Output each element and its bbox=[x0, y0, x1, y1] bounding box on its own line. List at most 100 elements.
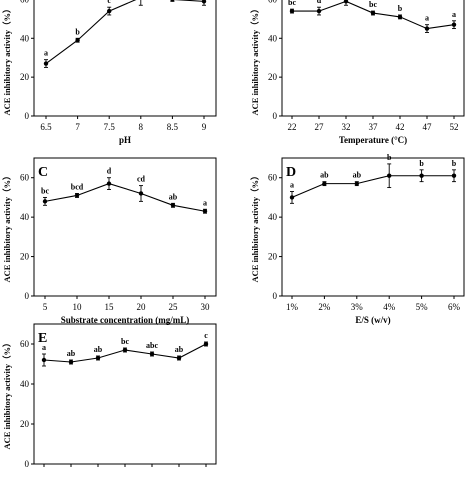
y-tick-label: 20 bbox=[268, 72, 278, 82]
x-tick-label: 3% bbox=[351, 302, 364, 312]
panel-letter: C bbox=[38, 165, 48, 180]
plot-frame bbox=[281, 0, 465, 117]
y-axis-title: ACE inhibitory activity（%） bbox=[2, 5, 12, 116]
y-axis-title: ACE inhibitory activity（%） bbox=[250, 172, 260, 283]
significance-label: ab bbox=[94, 345, 103, 354]
chart-panel-2: 0 20 40 60 22 27 32 37 42 47 52 Temperature (°C) ACE… bbox=[250, 0, 465, 145]
y-tick-label: 40 bbox=[20, 33, 30, 43]
panel-letter: E bbox=[38, 331, 47, 346]
significance-label: cd bbox=[137, 175, 146, 184]
y-tick-label: 0 bbox=[25, 459, 30, 469]
data-point bbox=[397, 14, 403, 20]
data-point bbox=[419, 173, 424, 178]
x-tick-label: 6.5 bbox=[40, 122, 52, 132]
x-axis-title: Substrate concentration (mg/mL) bbox=[61, 315, 189, 325]
data-point bbox=[176, 355, 182, 361]
y-tick-label: 40 bbox=[20, 212, 30, 222]
x-tick-label: 32 bbox=[342, 122, 351, 132]
data-point bbox=[354, 181, 359, 186]
data-point bbox=[149, 351, 155, 357]
data-point bbox=[106, 181, 112, 186]
data-point bbox=[202, 209, 208, 214]
data-point bbox=[203, 341, 209, 347]
y-axis-title: ACE inhibitory activity（%） bbox=[2, 172, 12, 283]
x-tick-label: 5 bbox=[43, 302, 48, 312]
significance-label: b bbox=[387, 153, 392, 162]
data-point bbox=[201, 0, 207, 4]
x-tick-label: 8 bbox=[139, 122, 144, 132]
x-tick-label: 25 bbox=[169, 302, 179, 312]
chart-panel-5: 0 20 40 60 ACE inhibitory activity（%） Ea ab ab b… bbox=[2, 323, 217, 469]
significance-label: d bbox=[107, 167, 112, 176]
plot-frame bbox=[281, 157, 465, 297]
y-tick-label: 0 bbox=[273, 111, 278, 121]
x-tick-label: 52 bbox=[450, 122, 459, 132]
y-tick-label: 60 bbox=[268, 173, 278, 183]
series-line bbox=[45, 0, 205, 64]
data-point bbox=[95, 355, 101, 361]
x-tick-label: 2% bbox=[318, 302, 331, 312]
x-tick-label: 1% bbox=[286, 302, 299, 312]
y-tick-label: 60 bbox=[20, 173, 30, 183]
x-tick-label: 4% bbox=[383, 302, 396, 312]
panel-letter: D bbox=[286, 165, 296, 180]
x-tick-label: 22 bbox=[288, 122, 297, 132]
significance-label: b bbox=[419, 159, 424, 168]
significance-label: b bbox=[398, 4, 403, 13]
significance-label: c bbox=[107, 0, 111, 5]
x-tick-label: 6% bbox=[448, 302, 461, 312]
y-tick-label: 0 bbox=[25, 291, 30, 301]
data-point bbox=[289, 8, 295, 14]
significance-label: d bbox=[317, 0, 322, 5]
data-point bbox=[68, 359, 74, 365]
significance-label: a bbox=[452, 10, 456, 19]
y-tick-label: 20 bbox=[20, 72, 30, 82]
significance-label: b bbox=[75, 27, 80, 36]
y-tick-label: 60 bbox=[20, 339, 30, 349]
data-point bbox=[42, 199, 48, 204]
chart-panel-1: 0 20 40 60 6.5 7 7.5 8 8.5 9 pH ACE inhibitory acti… bbox=[2, 0, 217, 145]
data-point bbox=[370, 10, 376, 16]
y-axis-title: ACE inhibitory activity（%） bbox=[250, 5, 260, 116]
significance-label: ab bbox=[320, 171, 329, 180]
significance-label: abc bbox=[146, 341, 158, 350]
data-point bbox=[322, 181, 327, 186]
y-tick-label: 0 bbox=[25, 111, 30, 121]
data-point bbox=[343, 0, 349, 4]
data-point bbox=[424, 26, 430, 31]
x-axis-title: Temperature (°C) bbox=[339, 135, 407, 145]
plot-frame bbox=[33, 0, 217, 117]
significance-label: a bbox=[44, 49, 48, 58]
x-tick-label: 30 bbox=[201, 302, 211, 312]
plot-frame bbox=[33, 157, 217, 297]
y-tick-label: 20 bbox=[20, 252, 30, 262]
data-point bbox=[387, 173, 392, 178]
significance-label: bcd bbox=[71, 182, 84, 191]
data-point bbox=[41, 357, 47, 363]
significance-label: b bbox=[452, 159, 457, 168]
x-tick-label: 7.5 bbox=[104, 122, 116, 132]
y-axis-title: ACE inhibitory activity（%） bbox=[2, 339, 12, 450]
data-point bbox=[122, 347, 128, 353]
data-point bbox=[75, 38, 80, 43]
x-tick-label: 37 bbox=[369, 122, 379, 132]
y-tick-label: 40 bbox=[20, 379, 30, 389]
x-tick-label: 47 bbox=[423, 122, 433, 132]
data-point bbox=[107, 8, 112, 14]
data-point bbox=[43, 61, 49, 66]
x-axis-title: E/S (w/v) bbox=[355, 315, 390, 325]
x-tick-label: 20 bbox=[137, 302, 147, 312]
significance-label: bc bbox=[121, 337, 129, 346]
x-tick-label: 15 bbox=[105, 302, 115, 312]
significance-label: bc bbox=[41, 186, 49, 195]
data-point bbox=[170, 0, 175, 2]
data-point bbox=[451, 22, 457, 27]
y-tick-label: 40 bbox=[268, 212, 278, 222]
data-point bbox=[316, 8, 322, 14]
chart-panel-3: 0 20 40 60 5 10 15 20 25 30 Substrate concentratio… bbox=[2, 157, 217, 325]
y-tick-label: 20 bbox=[268, 252, 278, 262]
x-tick-label: 5% bbox=[416, 302, 429, 312]
significance-label: ab bbox=[67, 349, 76, 358]
